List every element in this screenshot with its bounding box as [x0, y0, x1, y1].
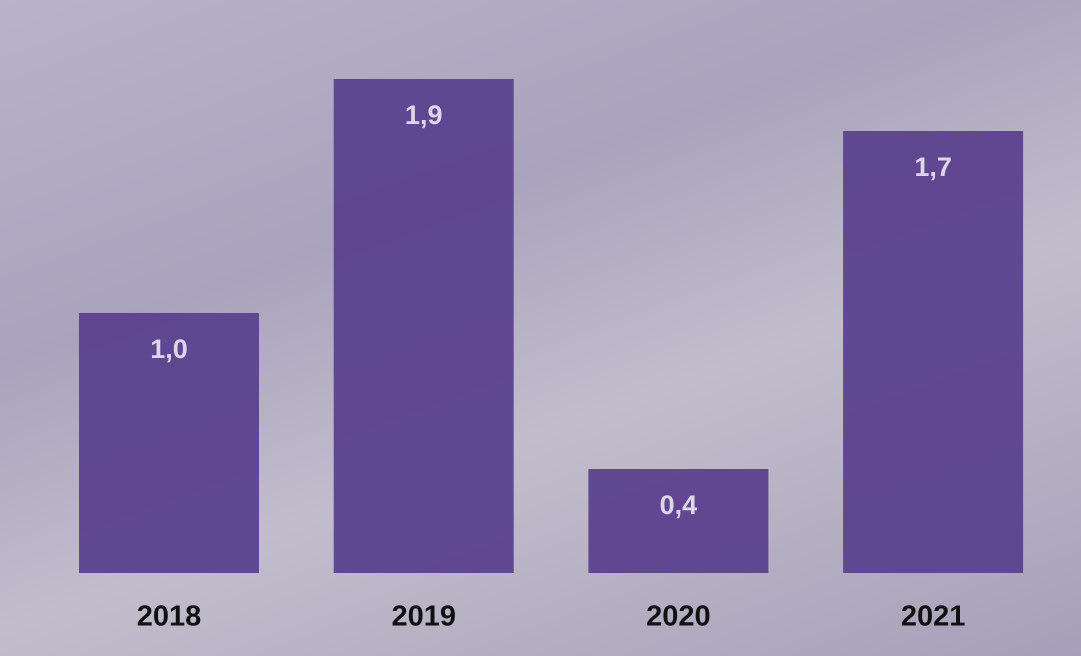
chart: 1,0 2018 1,9 2019 0,4 2020 1,7 2021 — [0, 0, 1081, 656]
x-tick-label: 2018 — [137, 601, 202, 633]
page: {"chart_data": {"type": "bar", "categori… — [0, 0, 1081, 656]
bar — [588, 469, 768, 573]
x-tick-label: 2019 — [391, 601, 456, 633]
value-label: 1,0 — [150, 334, 188, 364]
x-tick-label: 2021 — [901, 601, 966, 633]
value-label: 1,7 — [914, 152, 952, 182]
value-label: 1,9 — [405, 100, 443, 130]
x-tick-label: 2020 — [646, 601, 711, 633]
bar — [334, 79, 514, 573]
value-label: 0,4 — [660, 490, 698, 520]
bar — [843, 131, 1023, 573]
